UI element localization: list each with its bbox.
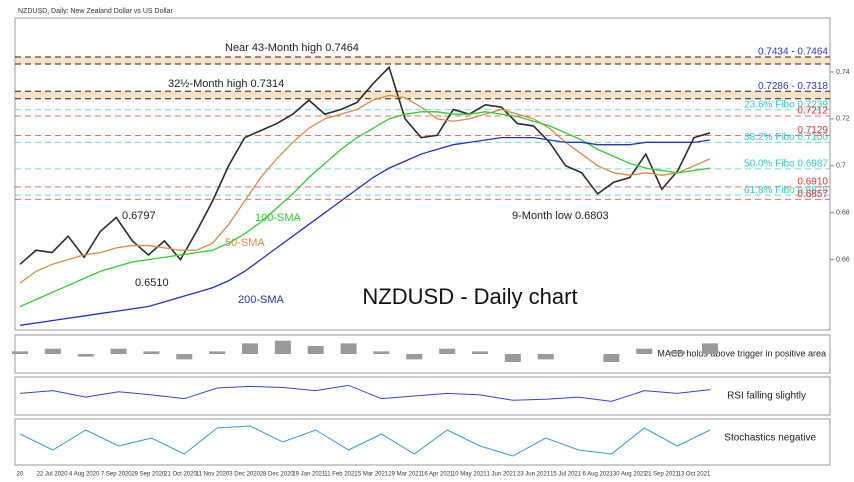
macd-bar xyxy=(504,354,521,362)
x-tick-label: 1 Jun 2021 xyxy=(487,472,517,478)
level-label: 50.0% Fibo 0.6987 xyxy=(744,158,828,169)
y-tick-label: 0.7 xyxy=(836,163,846,170)
sma-line xyxy=(19,111,711,308)
x-tick-label: 4 Aug 2020 xyxy=(69,472,100,478)
annotation: 0.6510 xyxy=(135,277,169,289)
level-label: 0.7212 xyxy=(797,106,828,117)
annotation: 32½-Month high 0.7314 xyxy=(168,78,284,90)
x-tick-label: 5 Mar 2021 xyxy=(358,472,389,478)
annotation: 9-Month low 0.6803 xyxy=(512,210,609,222)
x-tick-label: 11 Feb 2021 xyxy=(324,472,358,478)
level-label: 23.6% Fibo 0.7239 xyxy=(744,99,828,110)
level-label: 0.6857 xyxy=(797,189,828,200)
x-tick-label: 29 Mar 2021 xyxy=(388,472,422,478)
x-tick-label: 11 Nov 2020 xyxy=(196,472,230,478)
sma-label: 100-SMA xyxy=(255,212,302,224)
level-label: 0.7434 - 0.7464 xyxy=(758,47,828,58)
level-label: 0.6910 xyxy=(797,177,828,188)
macd-bar xyxy=(702,343,718,354)
chart-header: NZDUSD, Daily: New Zealand Dollar vs US … xyxy=(18,8,173,15)
panel-label: RSI falling slightly xyxy=(727,391,806,402)
x-tick-label: 13 Oct 2021 xyxy=(678,472,711,478)
indicator-line xyxy=(19,425,711,457)
macd-bar xyxy=(77,354,94,357)
macd-bar xyxy=(176,354,193,360)
x-tick-label: 28 Dec 2020 xyxy=(260,472,295,478)
macd-bar xyxy=(406,354,423,360)
level-label: 38.2% Fibo 0.7100 xyxy=(744,132,828,143)
annotation: Near 43-Month high 0.7464 xyxy=(225,42,359,54)
macd-bar xyxy=(669,351,686,354)
level-label: 61.8% Fibo 0.6875 xyxy=(744,185,828,196)
sma-label: 50-SMA xyxy=(225,237,265,249)
sma-line xyxy=(19,94,711,284)
indicator-line xyxy=(19,384,711,402)
x-tick-label: 15 Jul 2021 xyxy=(550,472,582,478)
x-tick-label: 6 Aug 2021 xyxy=(582,472,613,478)
level-label: 0.7286 - 0.7318 xyxy=(758,81,828,92)
macd-bar xyxy=(307,346,324,354)
macd-bar xyxy=(44,348,61,354)
macd-bar xyxy=(636,348,653,354)
x-tick-label: 21 Sep 2021 xyxy=(645,472,680,478)
level-band xyxy=(15,56,830,64)
x-tick-label: 7 Sep 2020 xyxy=(101,472,132,478)
x-tick-label: 23 Jun 2021 xyxy=(517,472,551,478)
macd-bar xyxy=(274,340,291,354)
macd-bar xyxy=(537,354,554,360)
panel-label: Stochastics negative xyxy=(724,433,816,444)
macd-bar xyxy=(12,351,28,354)
y-tick-label: 0.66 xyxy=(836,256,850,263)
macd-bar xyxy=(143,351,160,354)
y-tick-label: 0.68 xyxy=(836,210,850,217)
x-tick-label: 19 Jan 2021 xyxy=(292,472,326,478)
x-tick-label: 10 May 2021 xyxy=(452,472,487,478)
macd-bar xyxy=(209,351,226,354)
macd-bar xyxy=(472,351,488,354)
x-tick-label: 30 Aug 2021 xyxy=(613,472,647,478)
x-tick-label: 16 Apr 2021 xyxy=(421,472,454,478)
macd-bar xyxy=(242,343,258,354)
x-tick-label: 29 Sep 2020 xyxy=(131,472,166,478)
macd-bar xyxy=(439,348,456,354)
stoch-frame xyxy=(14,418,831,466)
panel-label: MACD holds above trigger in positive are… xyxy=(657,348,826,358)
y-tick-label: 0.74 xyxy=(836,69,850,76)
level-label: 0.7129 xyxy=(797,125,828,136)
macd-bar xyxy=(340,343,357,354)
macd-bar xyxy=(110,348,127,354)
y-tick-label: 0.72 xyxy=(836,116,850,123)
rsi-frame xyxy=(14,376,831,416)
x-tick-label: 22 Jul 2020 xyxy=(37,472,69,478)
x-tick-label: 21 Oct 2020 xyxy=(164,472,197,478)
price-line xyxy=(19,65,711,265)
annotation: 0.6797 xyxy=(122,210,156,222)
sma-line xyxy=(19,136,711,326)
macd-bar xyxy=(603,354,620,362)
x-tick-label: 3 Dec 2020 xyxy=(229,472,260,478)
main-frame xyxy=(14,17,831,331)
macd-bar xyxy=(373,351,390,354)
level-band xyxy=(15,91,830,99)
chart-title: NZDUSD - Daily chart xyxy=(362,284,577,309)
sma-label: 200-SMA xyxy=(238,294,285,306)
x-tick-label: 20 xyxy=(17,472,24,478)
